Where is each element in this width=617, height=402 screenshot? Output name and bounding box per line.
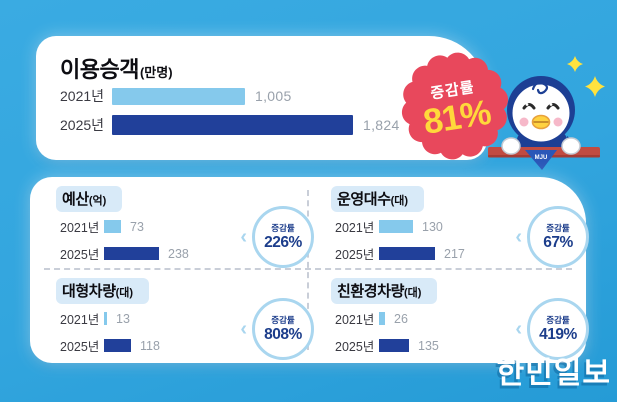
circle-label: 증감률	[546, 315, 570, 325]
year-label: 2021년	[335, 221, 375, 235]
scarf-text: MJU	[535, 155, 548, 161]
chevron-left-icon: ‹	[240, 318, 247, 340]
quadrant-bars: 2021년 13 2025년 118	[60, 309, 322, 355]
bird-mascot-icon: MJU	[488, 56, 605, 170]
quadrant-title-text: 대형차량	[62, 283, 116, 300]
bar-value: 1,005	[255, 88, 292, 104]
bar-2021	[379, 220, 413, 233]
year-label: 2021년	[60, 221, 100, 235]
bar-2021	[112, 87, 245, 105]
year-label: 2021년	[335, 313, 375, 327]
bar-row-2021: 2021년 26	[335, 309, 597, 328]
scallop-seal-icon	[401, 52, 509, 160]
year-label: 2025년	[60, 117, 105, 133]
passengers-bars: 2021년 1,005 2025년 1,824	[60, 86, 473, 144]
change-rate-circle: ‹ 증감률 808%	[240, 298, 314, 360]
quadrant-bars: 2021년 130 2025년 217	[335, 217, 597, 263]
quadrant-bars: 2021년 26 2025년 135	[335, 309, 597, 355]
badge-percent: 81%	[420, 92, 493, 142]
year-label: 2021년	[60, 88, 105, 104]
year-label: 2025년	[60, 340, 100, 354]
bar-row-2025: 2025년 217	[335, 244, 597, 263]
bar-row-2025: 2025년 135	[335, 336, 597, 355]
circle-label: 증감률	[271, 315, 295, 325]
bar-value: 238	[168, 246, 189, 261]
year-label: 2021년	[60, 313, 100, 327]
vertical-divider	[307, 190, 309, 350]
circle-badge: 증감률 226%	[252, 206, 314, 268]
passengers-unit: (만명)	[139, 65, 173, 80]
bar-row-2021: 2021년 130	[335, 217, 597, 236]
quadrant-unit: (대)	[115, 287, 134, 299]
bar-value: 135	[418, 338, 439, 353]
year-label: 2025년	[335, 248, 375, 262]
quadrant-title: 친환경차량(대)	[331, 278, 438, 304]
bar-2025	[379, 339, 409, 352]
quadrant-title: 운영대수(대)	[331, 186, 425, 212]
circle-label: 증감률	[546, 223, 570, 233]
bar-row-2021: 2021년 1,005	[60, 86, 473, 106]
bar-value: 73	[130, 219, 144, 234]
circle-badge: 증감률 67%	[527, 206, 589, 268]
horizontal-divider	[44, 268, 572, 270]
bar-value: 217	[444, 246, 465, 261]
publisher-watermark: 한민일보	[496, 357, 611, 390]
quadrant-title: 예산(억)	[56, 186, 123, 212]
quadrant-unit: (억)	[88, 195, 107, 207]
bar-value: 130	[422, 219, 443, 234]
bar-value: 118	[140, 338, 160, 353]
bar-value: 26	[394, 311, 408, 326]
passengers-title-text: 이용승객	[60, 57, 139, 82]
circle-badge: 증감률 419%	[527, 298, 589, 360]
passengers-title: 이용승객 (만명)	[60, 52, 173, 84]
quadrant-eco-vehicles: 친환경차량(대) 2021년 26 2025년 135 ‹ 증감률 419	[331, 278, 597, 360]
bar-row-2025: 2025년 118	[60, 336, 322, 355]
bar-value: 1,824	[363, 117, 400, 133]
circle-label: 증감률	[271, 223, 295, 233]
bar-2021	[104, 220, 121, 233]
bar-row-2021: 2021년 73	[60, 217, 322, 236]
bar-value: 13	[116, 311, 130, 326]
circle-percent: 419%	[539, 326, 577, 343]
bar-2025	[104, 247, 159, 260]
circle-percent: 808%	[264, 326, 302, 343]
year-label: 2025년	[335, 340, 375, 354]
change-rate-circle: ‹ 증감률 226%	[240, 206, 314, 268]
metrics-card: 예산(억) 2021년 73 2025년 238 ‹ 증감률 226%	[30, 177, 589, 363]
circle-badge: 증감률 808%	[252, 298, 314, 360]
quadrant-budget: 예산(억) 2021년 73 2025년 238 ‹ 증감률 226%	[56, 186, 322, 268]
sparkle-icon	[585, 76, 605, 97]
change-rate-circle: ‹ 증감률 419%	[515, 298, 589, 360]
bar-row-2025: 2025년 238	[60, 244, 322, 263]
bar-row-2025: 2025년 1,824	[60, 115, 473, 135]
bar-2025	[379, 247, 435, 260]
change-rate-circle: ‹ 증감률 67%	[515, 206, 589, 268]
quadrant-title-text: 예산	[62, 191, 89, 208]
circle-percent: 226%	[264, 234, 302, 251]
quadrant-fleet: 운영대수(대) 2021년 130 2025년 217 ‹ 증감률 67%	[331, 186, 597, 268]
bar-2025	[104, 339, 131, 352]
chevron-left-icon: ‹	[515, 226, 522, 248]
quadrant-large-vehicles: 대형차량(대) 2021년 13 2025년 118 ‹ 증감률 808%	[56, 278, 322, 360]
year-label: 2025년	[60, 248, 100, 262]
quadrant-title: 대형차량(대)	[56, 278, 150, 304]
circle-percent: 67%	[543, 234, 573, 251]
change-rate-badge: 증감률 81%	[393, 44, 517, 168]
quadrant-title-text: 친환경차량	[337, 283, 405, 300]
chevron-left-icon: ‹	[240, 226, 247, 248]
bar-2025	[112, 115, 353, 135]
bar-2021	[379, 312, 385, 325]
chevron-left-icon: ‹	[515, 318, 522, 340]
bar-row-2021: 2021년 13	[60, 309, 322, 328]
quadrant-unit: (대)	[404, 287, 422, 299]
bar-2021	[104, 312, 107, 325]
quadrant-bars: 2021년 73 2025년 238	[60, 217, 322, 263]
sparkle-icon	[567, 56, 583, 72]
quadrant-title-text: 운영대수	[337, 191, 391, 208]
quadrant-unit: (대)	[390, 195, 409, 207]
